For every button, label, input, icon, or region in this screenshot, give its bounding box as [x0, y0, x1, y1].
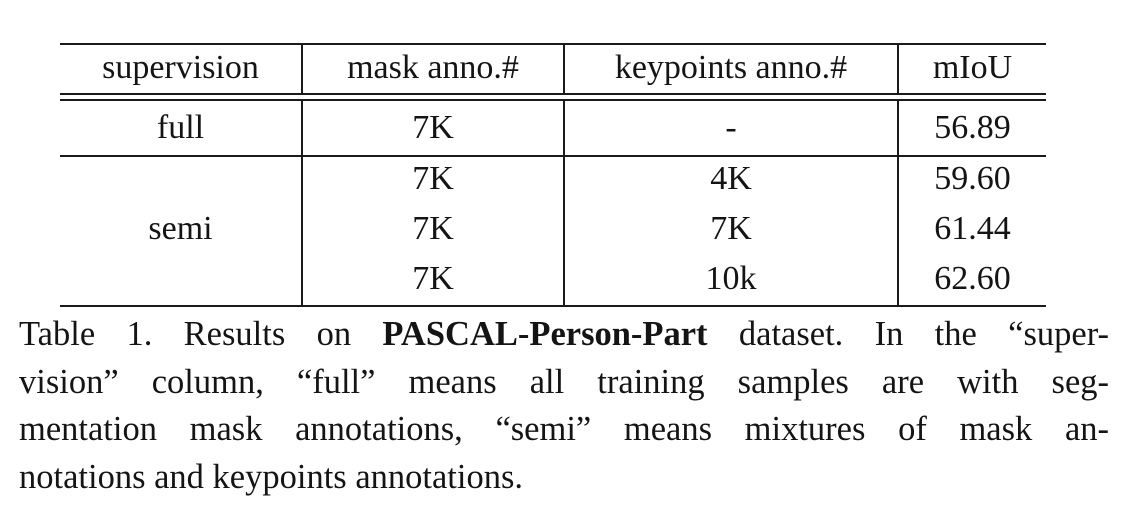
- col-divider-1: [301, 43, 303, 93]
- caption-line-3: mentation mask annotations, “semi” means…: [19, 410, 1109, 448]
- full-row-rule: [60, 155, 1046, 157]
- row-full-mask: 7K: [412, 109, 454, 146]
- results-table: supervision mask anno.# keypoints anno.#…: [60, 43, 1046, 307]
- row-full-miou: 56.89: [934, 109, 1011, 146]
- row-full-keypoints: -: [725, 109, 737, 146]
- row-semi-1-miou: 59.60: [934, 160, 1011, 197]
- caption-line-4: notations and keypoints annotations.: [19, 457, 524, 496]
- row-semi-3-mask: 7K: [412, 260, 454, 297]
- header-mask-anno: mask anno.#: [347, 49, 519, 86]
- header-rule-2: [60, 99, 1046, 101]
- table-caption: Table 1. Results on PASCAL-Person-Part d…: [19, 311, 1109, 501]
- col-divider-2: [563, 43, 565, 93]
- header-miou: mIoU: [932, 49, 1013, 86]
- row-semi-2-keypoints: 7K: [710, 210, 752, 247]
- row-semi-3-keypoints: 10k: [705, 260, 757, 297]
- caption-label: Table 1.: [19, 315, 153, 353]
- caption-line-1: Table 1. Results on PASCAL-Person-Part d…: [19, 311, 1109, 359]
- col-divider-1-body: [301, 99, 303, 307]
- header-supervision: supervision: [102, 49, 259, 86]
- row-semi-1-keypoints: 4K: [710, 160, 752, 197]
- row-semi-3-miou: 62.60: [934, 260, 1011, 297]
- caption-line-2: vision” column, “full” means all trainin…: [19, 362, 1109, 401]
- bottom-rule: [60, 305, 1046, 307]
- row-full-supervision: full: [156, 109, 205, 146]
- row-semi-2-mask: 7K: [412, 210, 454, 247]
- col-divider-3: [897, 43, 899, 93]
- header-rule-1: [60, 93, 1046, 95]
- row-semi-1-mask: 7K: [412, 160, 454, 197]
- header-keypoints-anno: keypoints anno.#: [614, 49, 848, 86]
- caption-intro: Results on: [183, 315, 352, 353]
- row-semi-supervision: semi: [148, 210, 213, 247]
- col-divider-3-body: [897, 99, 899, 307]
- col-divider-2-body: [563, 99, 565, 307]
- top-rule: [60, 43, 1046, 45]
- caption-line-1-rest: dataset. In the “super-: [738, 315, 1109, 353]
- row-semi-2-miou: 61.44: [934, 210, 1011, 247]
- caption-dataset-name: PASCAL-Person-Part: [382, 315, 708, 353]
